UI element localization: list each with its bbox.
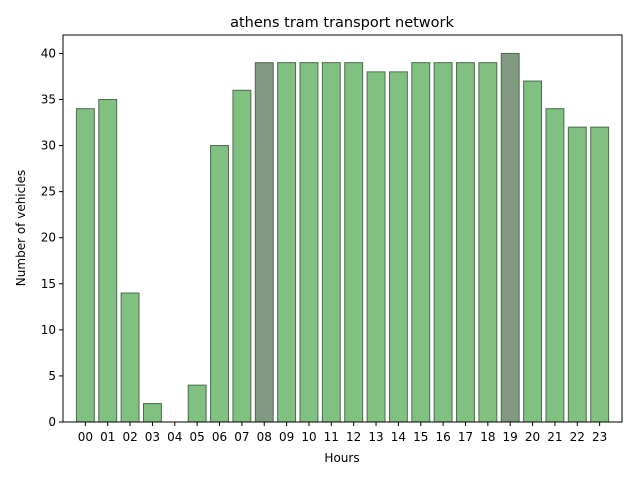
x-tick-label-18: 18 — [480, 430, 495, 444]
x-tick-label-10: 10 — [301, 430, 316, 444]
y-tick-label-0: 0 — [48, 415, 56, 429]
x-tick-label-11: 11 — [324, 430, 339, 444]
bar-07 — [232, 89, 252, 423]
bars-group — [75, 52, 610, 423]
bar-05 — [187, 384, 207, 423]
y-tick-label-40: 40 — [41, 46, 56, 60]
bar-15 — [411, 62, 431, 423]
x-tick-label-19: 19 — [503, 430, 518, 444]
bar-11 — [321, 62, 341, 423]
bar-00 — [75, 108, 95, 423]
bar-09 — [277, 62, 297, 423]
bar-22 — [567, 126, 587, 423]
chart-title: athens tram transport network — [230, 15, 454, 31]
x-tick-label-17: 17 — [458, 430, 473, 444]
x-tick-label-22: 22 — [570, 430, 585, 444]
bar-18 — [478, 62, 498, 423]
bar-16 — [433, 62, 453, 423]
x-tick-label-20: 20 — [525, 430, 540, 444]
x-tick-label-08: 08 — [257, 430, 272, 444]
x-tick-label-03: 03 — [145, 430, 160, 444]
y-axis-label: Number of vehicles — [14, 170, 28, 286]
bar-08 — [254, 62, 274, 423]
bar-12 — [344, 62, 364, 423]
x-tick-label-07: 07 — [234, 430, 249, 444]
bar-02 — [120, 292, 140, 423]
x-tick-label-00: 00 — [78, 430, 93, 444]
y-tick-label-35: 35 — [41, 93, 56, 107]
x-tick-label-15: 15 — [413, 430, 428, 444]
bar-17 — [456, 62, 475, 423]
x-tick-label-14: 14 — [391, 430, 406, 444]
y-tick-label-10: 10 — [41, 323, 56, 337]
x-tick-label-02: 02 — [122, 430, 137, 444]
x-tick-label-16: 16 — [435, 430, 450, 444]
x-tick-label-05: 05 — [190, 430, 205, 444]
y-tick-label-15: 15 — [41, 277, 56, 291]
bar-03 — [143, 403, 162, 423]
bar-14 — [388, 71, 408, 423]
y-ticks-group: 0 5 10 15 20 25 30 35 40 — [41, 46, 63, 429]
bar-19 — [500, 52, 520, 423]
x-tick-label-04: 04 — [167, 430, 182, 444]
x-tick-label-23: 23 — [592, 430, 607, 444]
bar-10 — [299, 62, 319, 423]
x-tick-label-06: 06 — [212, 430, 227, 444]
x-tick-label-09: 09 — [279, 430, 294, 444]
y-tick-label-5: 5 — [48, 369, 56, 383]
bar-01 — [98, 99, 118, 423]
y-tick-label-30: 30 — [41, 139, 56, 153]
x-ticks-group: 00 01 02 03 04 05 06 07 08 09 10 11 12 13 14 15 16 17 18 19… — [78, 422, 607, 444]
x-tick-label-01: 01 — [100, 430, 115, 444]
bar-23 — [590, 126, 610, 423]
plot-frame — [62, 34, 623, 423]
y-tick-label-25: 25 — [41, 185, 56, 199]
x-tick-label-21: 21 — [547, 430, 562, 444]
bar-06 — [210, 145, 229, 423]
bar-21 — [545, 108, 565, 423]
x-tick-label-12: 12 — [346, 430, 361, 444]
y-tick-label-20: 20 — [41, 231, 56, 245]
x-tick-label-13: 13 — [368, 430, 383, 444]
bar-20 — [523, 80, 543, 423]
bar-13 — [366, 71, 386, 423]
x-axis-label: Hours — [324, 451, 359, 465]
